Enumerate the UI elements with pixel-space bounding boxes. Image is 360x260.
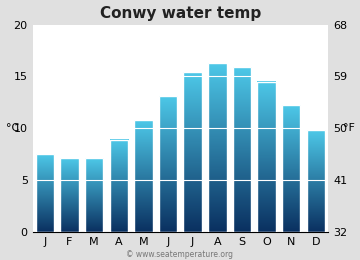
Bar (159, 96, 177, 232)
Title: Conwy water temp: Conwy water temp (100, 5, 261, 21)
Bar (184, 72, 202, 232)
Bar (282, 105, 301, 232)
Bar (134, 120, 153, 232)
Bar (36, 154, 54, 232)
Bar (60, 158, 79, 232)
Bar (208, 63, 226, 232)
Y-axis label: °C: °C (5, 123, 19, 133)
Text: © www.seatemperature.org: © www.seatemperature.org (126, 250, 234, 259)
Bar (307, 130, 325, 232)
Y-axis label: °F: °F (343, 123, 355, 133)
Bar (85, 158, 103, 232)
Bar (233, 67, 251, 232)
Bar (109, 140, 128, 232)
Bar (257, 81, 276, 232)
